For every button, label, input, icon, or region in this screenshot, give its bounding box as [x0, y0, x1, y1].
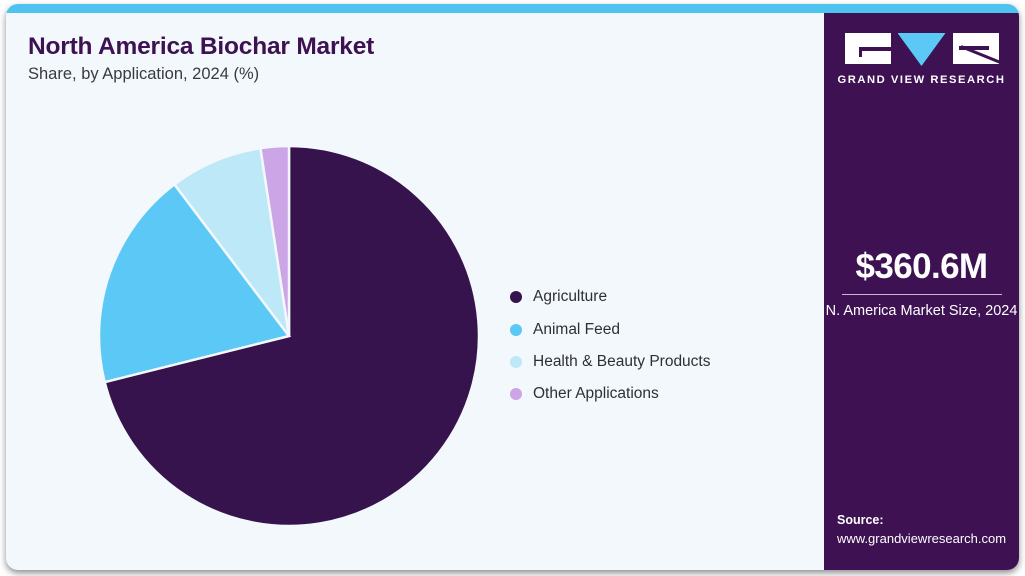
legend-swatch-icon [510, 323, 522, 336]
pie-chart [91, 138, 487, 534]
stat-divider [841, 294, 1002, 295]
legend-item[interactable]: Agriculture [510, 281, 810, 313]
legend-item-label: Animal Feed [533, 320, 621, 338]
chart-card: North America Biochar Market Share, by A… [6, 4, 1019, 570]
source-block: Source: www.grandviewresearch.com [837, 511, 1017, 548]
legend-item[interactable]: Animal Feed [510, 313, 810, 345]
pie-slice[interactable] [172, 146, 291, 337]
legend-item-label: Health & Beauty Products [533, 352, 711, 370]
page-subtitle: Share, by Application, 2024 (%) [28, 65, 260, 83]
page-title: North America Biochar Market [28, 33, 375, 60]
market-size-caption: N. America Market Size, 2024 [825, 303, 1018, 319]
legend-swatch-icon [510, 355, 522, 368]
chart-legend: Agriculture Animal Feed Health & Beauty Pr… [510, 281, 810, 411]
legend-swatch-icon [510, 291, 522, 304]
legend-item[interactable]: Health & Beauty Products [510, 346, 810, 378]
pie-chart-svg [97, 144, 481, 528]
logo-wordmark: GRAND VIEW RESEARCH [837, 74, 1006, 86]
legend-item-label: Agriculture [533, 288, 608, 306]
sidebar-panel: GRAND VIEW RESEARCH $360.6M N. America M… [824, 13, 1019, 570]
pie-slice[interactable] [259, 144, 291, 337]
logo-g-icon [844, 33, 891, 64]
logo-v-triangle-icon [897, 33, 946, 66]
legend-item-label: Other Applications [533, 385, 659, 403]
source-url[interactable]: www.grandviewresearch.com [837, 531, 1007, 546]
market-size-value: $360.6M [855, 247, 988, 286]
logo-marks [824, 33, 1019, 66]
legend-item[interactable]: Other Applications [510, 378, 810, 410]
logo-r-icon [952, 33, 999, 64]
source-label: Source: [837, 513, 884, 527]
market-size-stat: $360.6M N. America Market Size, 2024 [824, 246, 1019, 321]
top-accent-bar [6, 4, 1019, 13]
pie-slice[interactable] [97, 182, 292, 384]
chart-pane: North America Biochar Market Share, by A… [6, 13, 824, 570]
pie-slice[interactable] [103, 144, 481, 528]
grand-view-research-logo: GRAND VIEW RESEARCH [824, 33, 1019, 93]
legend-swatch-icon [510, 388, 522, 401]
